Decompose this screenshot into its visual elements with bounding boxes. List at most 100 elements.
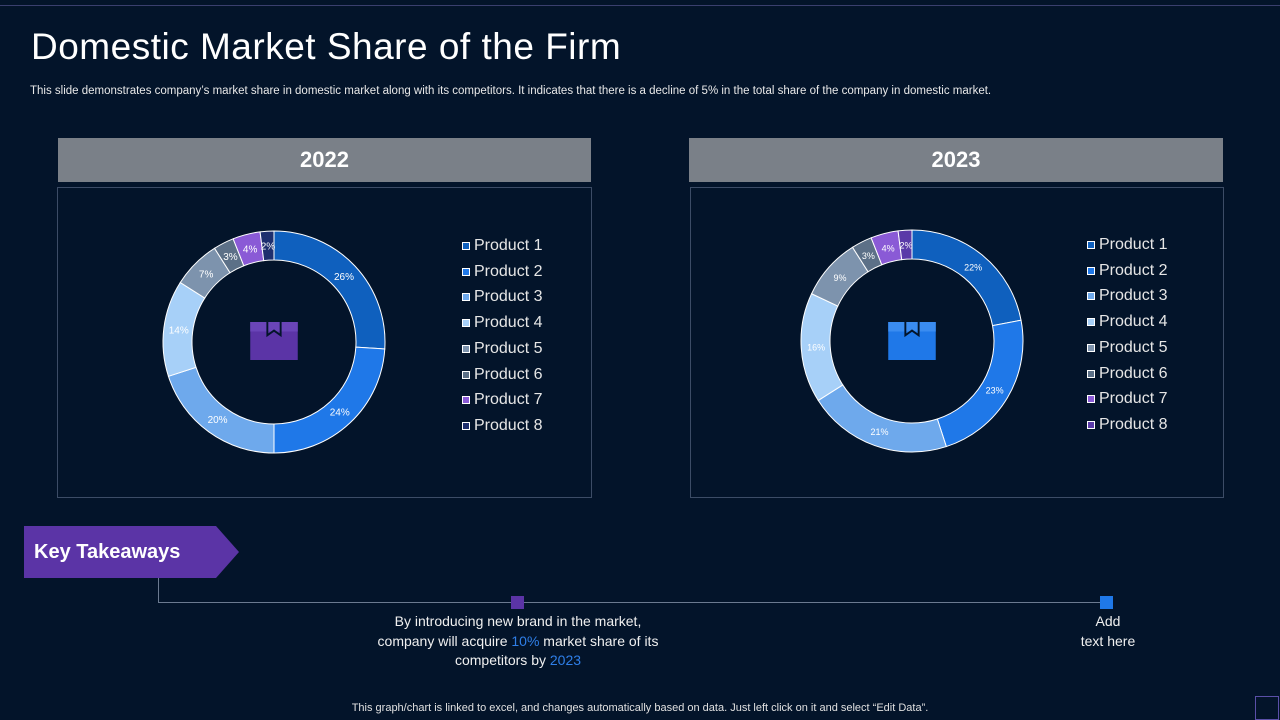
box-icon-ribbon	[904, 320, 920, 338]
legend-item-3[interactable]: Product 3	[1087, 287, 1167, 305]
takeaway-2-line1: Add	[1095, 613, 1121, 629]
chart-2023-labels: 22% 23% 21% 16% 9% 3% 4% 2%	[807, 241, 1003, 437]
timeline-marker-2	[1100, 596, 1113, 609]
data-label-3: 21%	[870, 427, 888, 437]
legend-swatch	[462, 344, 470, 353]
legend-item-3[interactable]: Product 3	[462, 288, 542, 306]
timeline-line	[158, 602, 1108, 603]
takeaway-2[interactable]: Add text here	[1058, 612, 1158, 651]
legend-swatch	[1087, 266, 1095, 275]
legend-label: Product 1	[474, 237, 543, 254]
donut-slice-2[interactable]	[936, 319, 1024, 448]
data-label-6: 3%	[223, 252, 238, 263]
box-icon-lid	[250, 322, 298, 332]
legend-item-2[interactable]: Product 2	[1087, 262, 1167, 280]
legend-swatch	[462, 421, 470, 430]
chart-2022-header: 2022	[58, 138, 591, 182]
chart-2023-header: 2023	[689, 138, 1223, 182]
legend-item-1[interactable]: Product 1	[1087, 236, 1167, 254]
legend-label: Product 6	[1099, 364, 1168, 382]
legend-label: Product 3	[474, 288, 543, 306]
data-label-3: 20%	[208, 415, 228, 426]
legend-label: Product 8	[1099, 415, 1168, 433]
legend-item-8[interactable]: Product 8	[462, 417, 542, 435]
takeaway-1-line1: By introducing new brand in the market,	[394, 613, 642, 629]
legend-label: Product 2	[474, 262, 543, 280]
top-divider	[0, 5, 1280, 6]
legend-swatch	[1087, 369, 1095, 378]
chart-2022[interactable]: 26% 24% 20% 14% 7% 3% 4% 2% Product 1 Product 2 P…	[57, 187, 592, 498]
chart-2023-svg: 22% 23% 21% 16% 9% 3% 4% 2%	[800, 229, 1024, 453]
chart-2023[interactable]: 22% 23% 21% 16% 9% 3% 4% 2% Product 1 Product 2 P…	[690, 187, 1224, 498]
legend-label: Product 3	[1099, 287, 1168, 305]
donut-slice-1[interactable]	[911, 229, 1022, 327]
legend-label: Product 7	[1099, 390, 1168, 408]
legend-swatch	[1087, 420, 1095, 429]
data-label-8: 2%	[261, 242, 276, 253]
donut-slice-8[interactable]	[897, 229, 913, 261]
legend-swatch	[462, 319, 470, 328]
takeaway-1-line2: company will acquire 10% market share of…	[377, 632, 659, 649]
legend-swatch	[462, 293, 470, 302]
data-label-8: 2%	[899, 241, 912, 251]
legend-item-4[interactable]: Product 4	[462, 314, 542, 332]
legend-swatch	[1087, 395, 1095, 404]
legend-item-7[interactable]: Product 7	[1087, 390, 1167, 408]
data-label-1: 26%	[334, 272, 354, 283]
legend-swatch	[1087, 343, 1095, 352]
data-label-1: 22%	[964, 263, 982, 273]
data-label-5: 9%	[833, 273, 846, 283]
chart-2022-labels: 26% 24% 20% 14% 7% 3% 4% 2%	[169, 242, 354, 426]
legend-item-4[interactable]: Product 4	[1087, 313, 1167, 331]
legend-item-1[interactable]: Product 1	[462, 237, 542, 255]
legend-label: Product 8	[474, 416, 543, 434]
timeline-connector	[158, 578, 159, 602]
chart-2022-svg: 26% 24% 20% 14% 7% 3% 4% 2%	[162, 230, 386, 454]
legend-item-6[interactable]: Product 6	[462, 366, 542, 384]
legend-label: Product 2	[1099, 261, 1168, 279]
legend-item-8[interactable]: Product 8	[1087, 416, 1167, 434]
donut-slice-2[interactable]	[273, 346, 386, 454]
box-icon	[888, 320, 936, 360]
footer-note: This graph/chart is linked to excel, and…	[351, 702, 929, 714]
data-label-2: 24%	[330, 407, 350, 418]
legend-swatch	[462, 242, 470, 250]
data-label-2: 23%	[986, 385, 1004, 395]
donut-slice-8[interactable]	[259, 230, 275, 262]
takeaway-1: By introducing new brand in the market, …	[338, 612, 698, 671]
data-label-4: 16%	[807, 343, 825, 353]
legend-item-5[interactable]: Product 5	[1087, 339, 1167, 357]
legend-swatch	[462, 370, 470, 379]
legend-label: Product 4	[474, 314, 543, 332]
legend-swatch	[462, 396, 470, 405]
data-label-4: 14%	[169, 325, 189, 336]
data-label-5: 7%	[199, 270, 214, 281]
legend-item-5[interactable]: Product 5	[462, 340, 542, 358]
legend-swatch	[1087, 318, 1095, 327]
data-label-6: 3%	[862, 251, 875, 261]
legend-label: Product 5	[474, 339, 543, 357]
page-subtitle: This slide demonstrates company’s market…	[30, 85, 992, 97]
legend-label: Product 5	[1099, 338, 1168, 356]
donut-slice-3[interactable]	[167, 366, 275, 454]
legend-item-6[interactable]: Product 6	[1087, 365, 1167, 383]
data-label-7: 4%	[243, 245, 258, 256]
legend-item-7[interactable]: Product 7	[462, 391, 542, 409]
key-takeaways-label: Key Takeaways	[24, 526, 239, 578]
timeline-marker-1	[511, 596, 524, 609]
takeaway-1-line3: competitors by 2023	[454, 652, 582, 668]
legend-label: Product 7	[474, 391, 543, 409]
legend-swatch	[1087, 241, 1095, 249]
legend-swatch	[1087, 292, 1095, 301]
legend-item-2[interactable]: Product 2	[462, 263, 542, 281]
box-icon-ribbon	[266, 320, 282, 338]
legend-label: Product 4	[1099, 313, 1168, 331]
box-icon-lid	[888, 322, 936, 332]
legend-label: Product 6	[474, 365, 543, 383]
corner-decoration	[1255, 696, 1279, 720]
box-icon	[250, 320, 298, 360]
legend-label: Product 1	[1099, 236, 1168, 253]
donut-slice-3[interactable]	[817, 384, 947, 453]
legend-swatch	[462, 267, 470, 276]
page-title: Domestic Market Share of the Firm	[31, 26, 622, 67]
